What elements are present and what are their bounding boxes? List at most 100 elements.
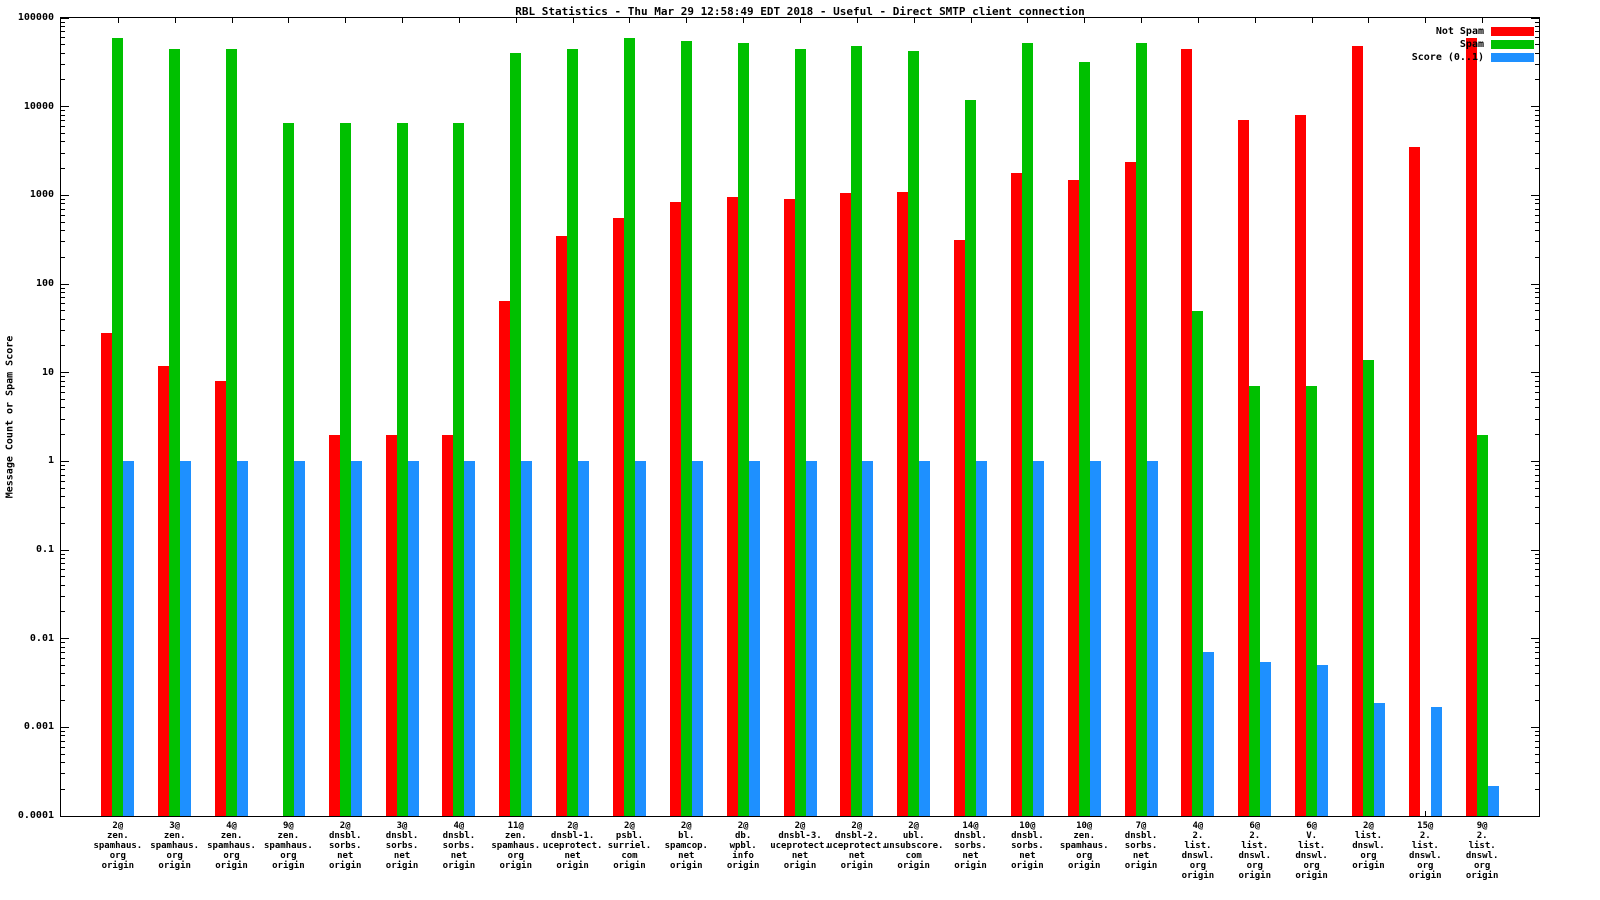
bar-not-spam: [101, 333, 113, 816]
y-minor-tick-right: [1535, 753, 1539, 755]
bar-spam: [112, 37, 124, 816]
y-minor-tick-left: [61, 584, 65, 586]
bar-score-0-1: [1203, 652, 1215, 816]
y-minor-tick-right: [1535, 611, 1539, 613]
y-minor-tick-left: [61, 480, 65, 482]
y-minor-tick-left: [61, 730, 65, 732]
plot-area: [60, 17, 1540, 817]
y-minor-tick-right: [1535, 735, 1539, 737]
y-minor-tick-left: [61, 310, 65, 312]
y-minor-tick-left: [61, 37, 65, 39]
y-major-tick-left: [61, 549, 69, 551]
y-minor-tick-right: [1535, 569, 1539, 571]
bar-spam: [226, 48, 238, 816]
x-category-label: 4@ 2. list. dnswl. org origin: [1181, 821, 1215, 881]
bar-spam: [1135, 43, 1147, 816]
bar-not-spam: [726, 197, 738, 816]
y-minor-tick-left: [61, 287, 65, 289]
y-minor-tick-left: [61, 740, 65, 742]
y-tick-label: 10000: [23, 100, 54, 112]
bar-score-0-1: [1089, 461, 1101, 816]
x-tick-top: [1311, 18, 1313, 23]
y-minor-tick-right: [1535, 132, 1539, 134]
y-minor-tick-right: [1535, 595, 1539, 597]
y-minor-tick-left: [61, 125, 65, 127]
x-category-label: 9@ 2. list. dnswl. org origin: [1465, 821, 1499, 881]
y-minor-tick-left: [61, 642, 65, 644]
x-category-label: 2@ ubl. unsubscore. com origin: [883, 821, 944, 871]
bar-spam: [339, 123, 351, 816]
legend-item-spam: Spam: [1412, 38, 1534, 51]
y-minor-tick-right: [1535, 198, 1539, 200]
y-minor-tick-left: [61, 746, 65, 748]
y-minor-tick-right: [1535, 576, 1539, 578]
legend: Not Spam Spam Score (0..1): [1412, 25, 1534, 64]
bar-not-spam: [840, 193, 852, 816]
x-category-label: 2@ psbl. surriel. com origin: [607, 821, 652, 871]
y-minor-tick-left: [61, 297, 65, 299]
x-tick-top: [913, 18, 915, 23]
x-category-label: 10@ zen. spamhaus. org origin: [1059, 821, 1109, 871]
y-minor-tick-left: [61, 141, 65, 143]
bar-score-0-1: [1260, 661, 1272, 816]
y-minor-tick-left: [61, 132, 65, 134]
x-tick-top: [288, 18, 290, 23]
x-category-label: 2@ zen. spamhaus. org origin: [93, 821, 143, 871]
bar-not-spam: [1295, 115, 1307, 816]
bar-score-0-1: [976, 461, 988, 816]
bar-score-0-1: [293, 461, 305, 816]
y-minor-tick-right: [1535, 398, 1539, 400]
y-minor-tick-left: [61, 230, 65, 232]
bar-not-spam: [1351, 46, 1363, 816]
bar-score-0-1: [123, 461, 135, 816]
bar-spam: [908, 51, 920, 816]
y-minor-tick-left: [61, 558, 65, 560]
y-minor-tick-right: [1535, 480, 1539, 482]
bar-spam: [1362, 359, 1374, 816]
y-minor-tick-right: [1535, 558, 1539, 560]
bar-not-spam: [783, 199, 795, 816]
bar-score-0-1: [1032, 461, 1044, 816]
y-minor-tick-right: [1535, 44, 1539, 46]
bar-score-0-1: [919, 461, 931, 816]
y-minor-tick-right: [1535, 26, 1539, 28]
x-category-label: 2@ dnsbl-1. uceprotect. net origin: [542, 821, 603, 871]
y-minor-tick-right: [1535, 152, 1539, 154]
x-tick-top: [856, 18, 858, 23]
y-minor-tick-right: [1535, 31, 1539, 33]
bar-spam: [1078, 61, 1090, 816]
y-minor-tick-right: [1535, 385, 1539, 387]
bar-not-spam: [612, 218, 624, 816]
y-minor-tick-right: [1535, 407, 1539, 409]
y-minor-tick-left: [61, 673, 65, 675]
y-minor-tick-left: [61, 26, 65, 28]
y-minor-tick-right: [1535, 168, 1539, 170]
y-major-tick-left: [61, 638, 69, 640]
y-minor-tick-right: [1535, 79, 1539, 81]
y-minor-tick-left: [61, 487, 65, 489]
y-minor-tick-left: [61, 595, 65, 597]
y-minor-tick-left: [61, 563, 65, 565]
y-minor-tick-right: [1535, 464, 1539, 466]
y-minor-tick-left: [61, 735, 65, 737]
legend-swatch-not-spam: [1491, 27, 1534, 36]
y-minor-tick-right: [1535, 684, 1539, 686]
y-minor-tick-right: [1535, 21, 1539, 23]
y-major-tick-left: [61, 460, 69, 462]
y-minor-tick-left: [61, 203, 65, 205]
bar-not-spam: [1238, 120, 1250, 816]
y-minor-tick-right: [1535, 496, 1539, 498]
y-major-tick-right: [1531, 283, 1539, 285]
x-tick-top: [174, 18, 176, 23]
x-tick-top: [1027, 18, 1029, 23]
bar-spam: [396, 123, 408, 816]
x-category-label: 6@ 2. list. dnswl. org origin: [1238, 821, 1272, 881]
y-minor-tick-right: [1535, 391, 1539, 393]
y-minor-tick-right: [1535, 310, 1539, 312]
y-minor-tick-right: [1535, 522, 1539, 524]
y-minor-tick-right: [1535, 700, 1539, 702]
y-minor-tick-left: [61, 292, 65, 294]
bar-score-0-1: [748, 461, 760, 816]
y-major-tick-left: [61, 194, 69, 196]
bar-score-0-1: [407, 461, 419, 816]
